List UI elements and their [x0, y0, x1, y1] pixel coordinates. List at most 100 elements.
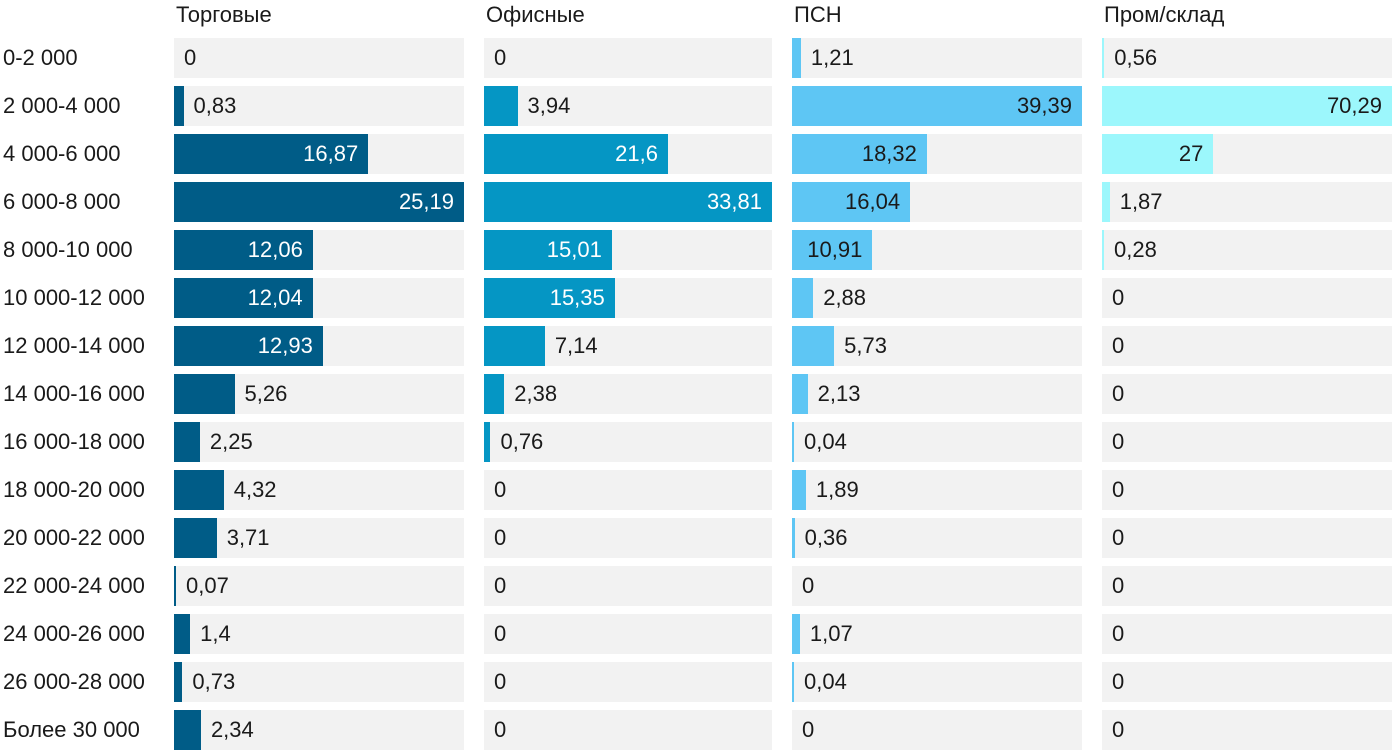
bar: [174, 86, 184, 126]
bar-track: 10,91: [792, 230, 1082, 270]
bar-track: 0,07: [174, 566, 464, 606]
bar-track: 25,19: [174, 182, 464, 222]
bar: [484, 182, 772, 222]
bar-track: 16,87: [174, 134, 464, 174]
bar-track: 0: [484, 566, 772, 606]
bar: [484, 86, 518, 126]
data-label: 3,71: [226, 525, 270, 550]
category-label: 6 000-8 000: [3, 189, 121, 214]
data-label: 25,19: [398, 189, 454, 214]
data-label: 0,07: [186, 573, 229, 598]
category-label: 24 000-26 000: [3, 621, 145, 646]
bar: [484, 278, 615, 318]
bar: [174, 566, 176, 606]
bar-track: 2,13: [792, 374, 1082, 414]
bar-track: 0: [1102, 662, 1392, 702]
series-title: Пром/склад: [1104, 2, 1225, 27]
bar: [174, 278, 313, 318]
bar: [792, 182, 911, 222]
bar-track: 0: [174, 38, 464, 78]
data-label: 0,73: [192, 669, 236, 694]
bar-track: 0: [484, 662, 772, 702]
category-label: 12 000-14 000: [3, 333, 145, 358]
bar-track: 15,01: [484, 230, 772, 270]
bar-track: 21,6: [484, 134, 772, 174]
data-label: 1,21: [810, 45, 854, 70]
bar: [792, 662, 794, 702]
bar-track: 5,26: [174, 374, 464, 414]
bar-track: 1,21: [792, 38, 1082, 78]
bar-track: 0,56: [1102, 38, 1392, 78]
category-label: Более 30 000: [3, 717, 140, 742]
bar-track: 2,34: [174, 710, 464, 750]
data-label: 1,89: [815, 477, 859, 502]
data-label: 16,04: [845, 189, 901, 214]
bar: [174, 614, 191, 654]
data-label: 0: [494, 477, 507, 502]
bar: [1102, 38, 1105, 78]
bar: [792, 230, 873, 270]
bar: [792, 374, 808, 414]
data-label: 15,35: [549, 285, 605, 310]
data-label: 33,81: [706, 189, 762, 214]
bar: [174, 422, 200, 462]
category-label: 16 000-18 000: [3, 429, 145, 454]
bar-track: 0: [484, 470, 772, 510]
data-label: 7,14: [554, 333, 598, 358]
bar: [174, 326, 323, 366]
category-label: 20 000-22 000: [3, 525, 145, 550]
category-label: 4 000-6 000: [3, 141, 121, 166]
data-label: 0: [184, 45, 197, 70]
bar: [484, 134, 668, 174]
bar-track: 0: [1102, 470, 1392, 510]
bar: [792, 326, 835, 366]
bar: [1102, 230, 1104, 270]
bar-track: 0: [1102, 374, 1392, 414]
data-label: 0: [494, 669, 507, 694]
data-label: 0: [494, 717, 507, 742]
bar: [1102, 86, 1392, 126]
bar-track: 0,36: [792, 518, 1082, 558]
bar-track: 0: [484, 38, 772, 78]
bar-track: 3,71: [174, 518, 464, 558]
data-label: 12,93: [257, 333, 313, 358]
data-label: 0: [1112, 525, 1125, 550]
data-label: 2,34: [210, 717, 254, 742]
bar-track: 0: [1102, 710, 1392, 750]
data-label: 0,36: [804, 525, 848, 550]
bar: [174, 710, 201, 750]
bar-track: 0,73: [174, 662, 464, 702]
data-label: 0,04: [804, 669, 847, 694]
bar: [1102, 134, 1214, 174]
series-title: ПСН: [794, 2, 842, 27]
category-label: 0-2 000: [3, 45, 78, 70]
bar: [484, 326, 545, 366]
bar: [792, 134, 927, 174]
bar-track: 7,14: [484, 326, 772, 366]
bar-track: 1,4: [174, 614, 464, 654]
data-label: 3,94: [527, 93, 571, 118]
bar-track: 18,32: [792, 134, 1082, 174]
bar-track: 2,88: [792, 278, 1082, 318]
data-label: 5,26: [244, 381, 288, 406]
bar-track: 1,87: [1102, 182, 1392, 222]
bar-track: 3,94: [484, 86, 772, 126]
bar-track: 0: [1102, 278, 1392, 318]
bar-track: 33,81: [484, 182, 772, 222]
data-label: 1,4: [200, 621, 231, 646]
bar: [484, 230, 612, 270]
category-label: 18 000-20 000: [3, 477, 145, 502]
data-label: 2,38: [514, 381, 558, 406]
bar: [792, 38, 801, 78]
data-label: 12,06: [247, 237, 303, 262]
bar-track: 1,07: [792, 614, 1082, 654]
data-label: 0: [1112, 429, 1125, 454]
bar-track: 1,89: [792, 470, 1082, 510]
bar-track: 0: [792, 566, 1082, 606]
bar: [174, 518, 217, 558]
data-label: 1,87: [1119, 189, 1163, 214]
data-label: 0: [1112, 669, 1125, 694]
data-label: 0: [494, 621, 507, 646]
data-label: 0: [1112, 717, 1125, 742]
